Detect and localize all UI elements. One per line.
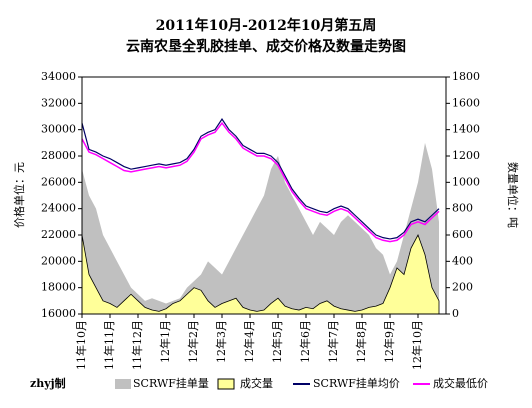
legend-label: SCRWF挂单量 xyxy=(133,376,209,390)
y2-tick-label: 200 xyxy=(452,281,473,294)
y2-tick-label: 600 xyxy=(452,228,473,241)
legend-swatch xyxy=(115,379,131,389)
x-tick-label: 12年1月 xyxy=(158,320,172,363)
y2-tick-label: 1000 xyxy=(452,175,480,188)
y-tick-label: 22000 xyxy=(41,228,76,241)
y2-tick-label: 1600 xyxy=(452,96,480,109)
y-tick-label: 30000 xyxy=(41,123,76,136)
y-tick-label: 18000 xyxy=(41,281,76,294)
y2-tick-label: 1400 xyxy=(452,123,480,136)
y-tick-label: 28000 xyxy=(41,149,76,162)
y-axis-label: 价格单位：元 xyxy=(12,162,26,228)
legend-label: 成交最低价 xyxy=(433,376,488,390)
x-tick-label: 12年3月 xyxy=(214,320,228,363)
y2-axis-label: 数量单位：吨 xyxy=(506,162,520,228)
y-tick-label: 24000 xyxy=(41,202,76,215)
legend-label: 成交量 xyxy=(240,376,273,390)
line xyxy=(81,118,440,240)
x-tick-label: 11年12月 xyxy=(130,320,144,370)
x-tick-label: 12年7月 xyxy=(326,320,340,363)
chart-subtitle: 云南农垦全乳胶挂单、成交价格及数量走势图 xyxy=(126,38,406,55)
y-tick-label: 34000 xyxy=(41,70,76,83)
x-tick-label: 12年4月 xyxy=(242,320,256,363)
annotation: zhyj制 xyxy=(30,376,66,390)
chart-title: 2011年10月-2012年10月第五周 xyxy=(156,17,377,34)
y2-tick-label: 1200 xyxy=(452,149,480,162)
x-tick-label: 12年10月 xyxy=(410,320,424,370)
y2-tick-label: 1800 xyxy=(452,70,480,83)
y-tick-label: 20000 xyxy=(41,254,76,267)
area xyxy=(82,142,439,314)
x-tick-label: 11年11月 xyxy=(102,320,116,370)
y2-tick-label: 400 xyxy=(452,254,473,267)
x-tick-label: 12年8月 xyxy=(354,320,368,363)
y-tick-label: 26000 xyxy=(41,175,76,188)
y-tick-label: 16000 xyxy=(41,307,76,320)
x-tick-label: 12年2月 xyxy=(186,320,200,363)
x-tick-label: 11年10月 xyxy=(74,320,88,370)
line xyxy=(81,121,440,243)
y2-tick-label: 0 xyxy=(452,307,459,320)
legend-swatch xyxy=(217,378,235,390)
x-tick-label: 12年5月 xyxy=(270,320,284,363)
plot-border xyxy=(81,76,447,315)
area xyxy=(81,234,440,315)
x-tick-label: 12年6月 xyxy=(298,320,312,363)
legend-label: SCRWF挂单均价 xyxy=(313,376,400,390)
y-tick-label: 32000 xyxy=(41,96,76,109)
x-tick-label: 12年9月 xyxy=(382,320,396,363)
y2-tick-label: 800 xyxy=(452,202,473,215)
